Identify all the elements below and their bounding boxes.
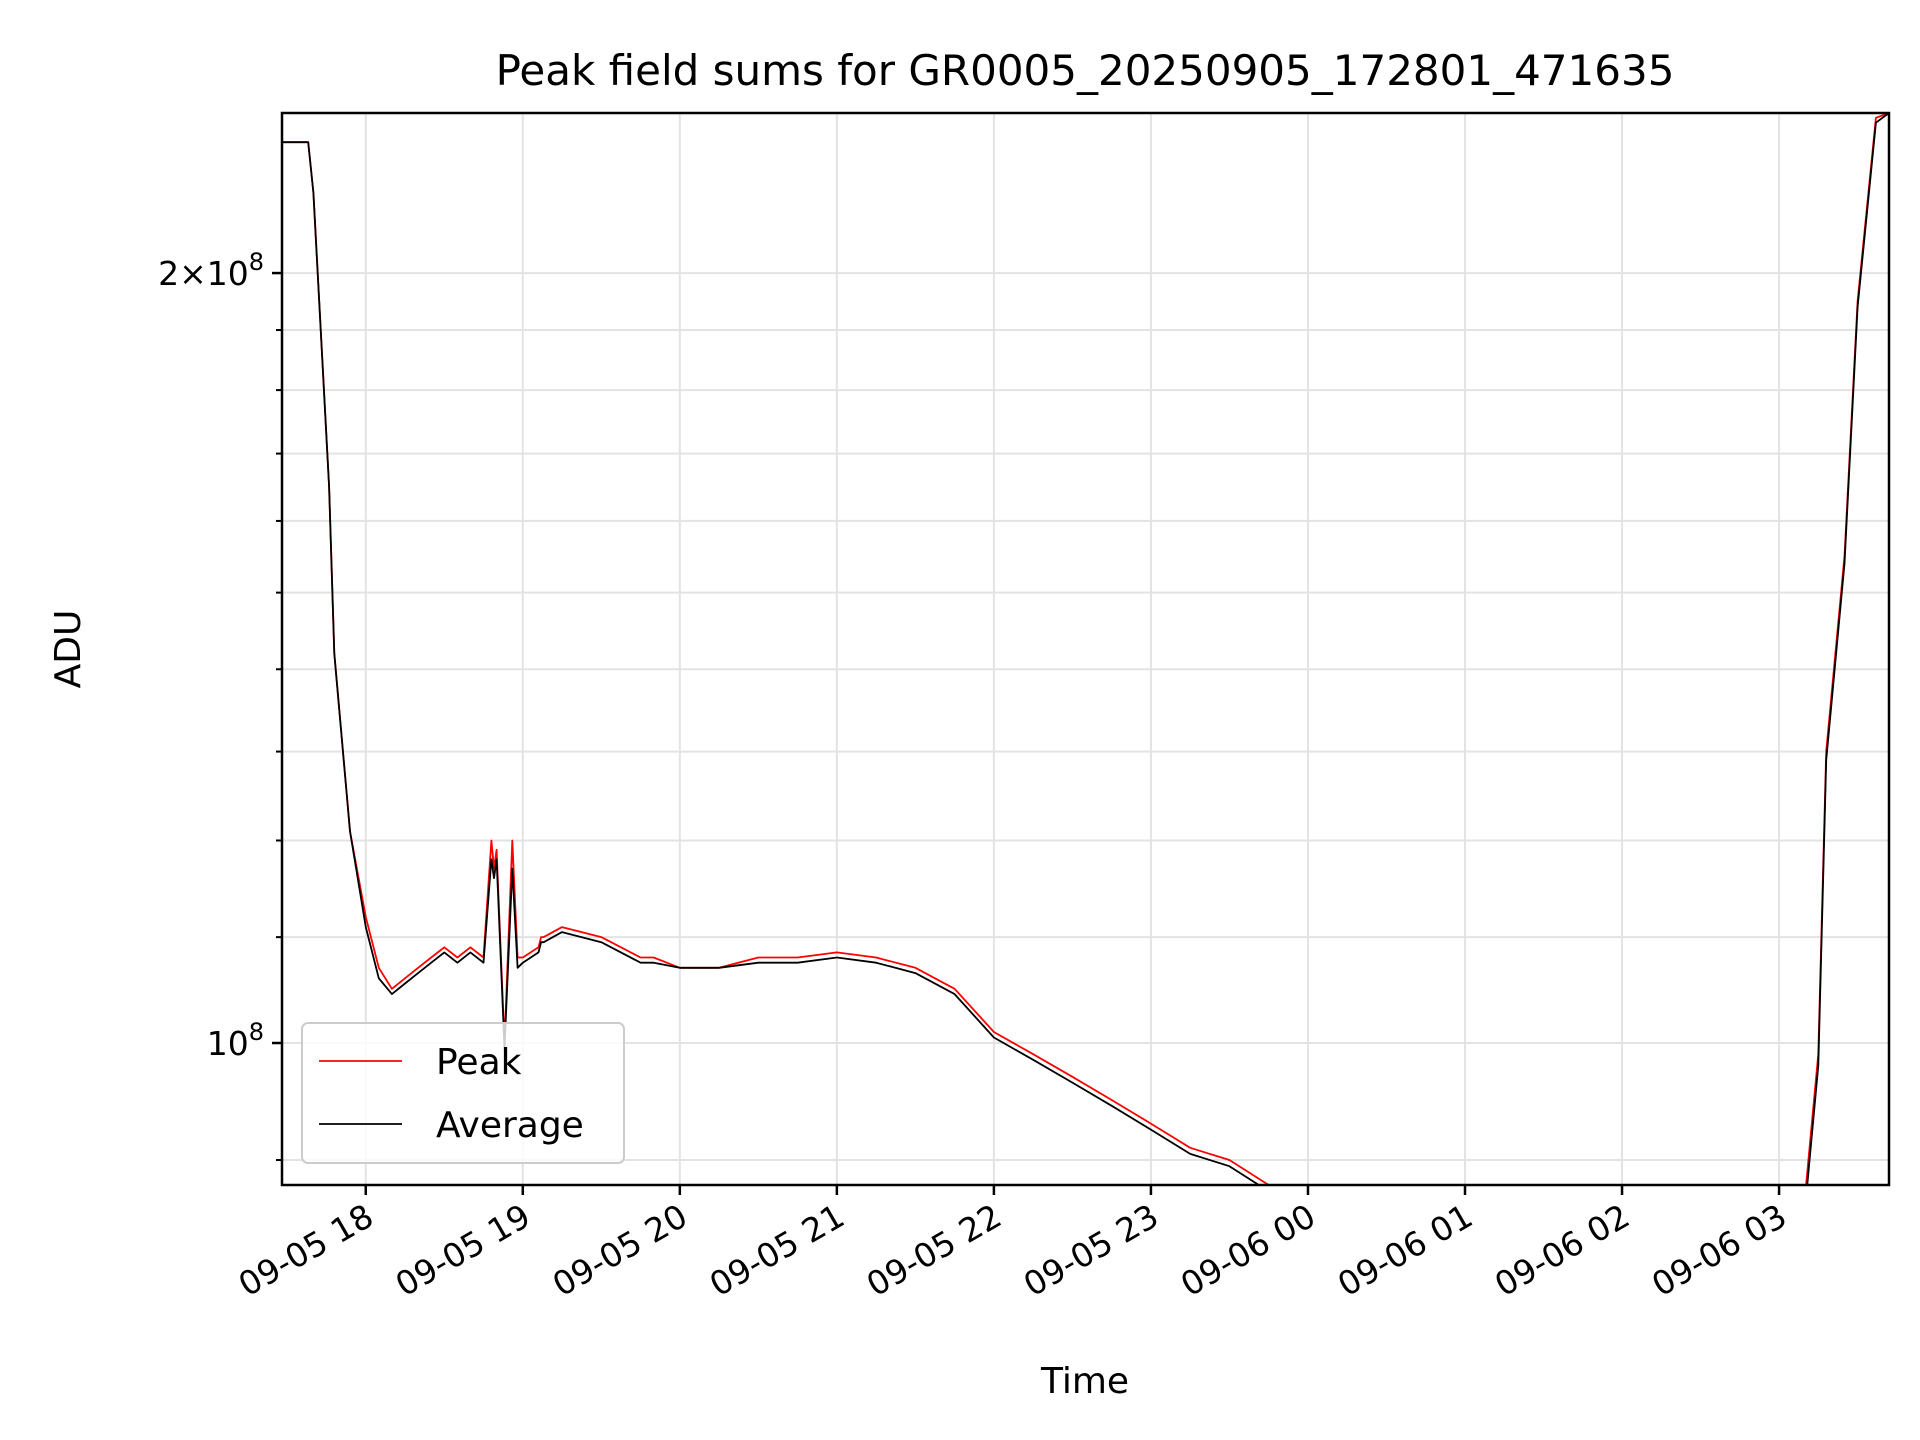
x-axis-label: Time — [1040, 1361, 1129, 1402]
y-tick-label: 2×108 — [158, 248, 264, 293]
y-tick-label: 108 — [207, 1018, 264, 1063]
series-line-peak — [282, 113, 1889, 1185]
grid — [282, 113, 1889, 1185]
chart-title: Peak field sums for GR0005_20250905_1728… — [496, 46, 1675, 95]
y-axis-label: ADU — [48, 610, 89, 689]
legend: Peak Average — [301, 1022, 625, 1164]
legend-label: Peak — [436, 1042, 522, 1083]
plot-frame — [280, 111, 1891, 1187]
series-line-average — [282, 113, 1889, 1185]
series-group — [282, 113, 1889, 1185]
y-tick-base: 2×10 — [158, 254, 249, 293]
legend-label: Average — [436, 1105, 584, 1146]
y-tick-exponent: 8 — [249, 248, 264, 276]
y-tick-base: 10 — [207, 1024, 249, 1063]
y-tick-exponent: 8 — [249, 1018, 264, 1046]
legend-box — [301, 1022, 625, 1164]
